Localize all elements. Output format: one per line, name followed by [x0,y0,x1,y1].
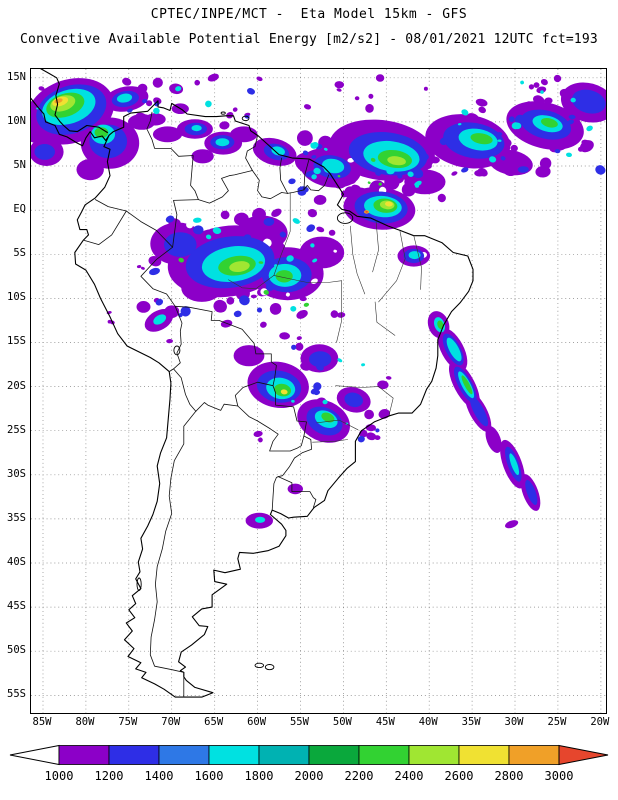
lon-tick-label: 65W [204,716,224,728]
lon-axis: 85W 80W 75W 70W 65W 60W 55W 50W 45W 40W 35W 30W 25W 2… [30,716,610,732]
colorbar-segment [508,745,560,765]
lat-axis: 15N 10N 5N EQ 5S 10S 15S 20S 25S 30S 35S 40S 45S 50S 5… [0,68,28,718]
lon-tick-label: 35W [461,716,481,728]
colorbar-tick-label: 3000 [544,769,574,783]
colorbar-tick-label: 2600 [444,769,474,783]
lat-tick-label: 50S [7,644,26,657]
colorbar-tick-label: 2000 [294,769,324,783]
lon-tick-label: 85W [32,716,52,728]
lon-tick-label: 45W [375,716,395,728]
lon-tick-label: 75W [118,716,138,728]
lat-tick-label: 40S [7,556,26,569]
colorbar-segment [458,745,510,765]
lat-tick-label: 5N [13,159,26,172]
colorbar-right-arrow [558,744,609,766]
colorbar-tick-label: 1800 [244,769,274,783]
colorbar-tick-label: 1400 [144,769,174,783]
lon-tick-label: 20W [590,716,610,728]
lat-tick-label: 5S [13,247,26,260]
lon-tick-label: 80W [75,716,95,728]
lat-tick-label: 35S [7,511,26,524]
lat-tick-label: 45S [7,600,26,613]
colorbar-tick-label: 1600 [194,769,224,783]
colorbar-scale [9,744,609,766]
colorbar-segment [408,745,460,765]
map-canvas [31,69,606,713]
colorbar-tick-label: 1000 [44,769,74,783]
lat-tick-label: 20S [7,379,26,392]
colorbar-left-arrow [9,744,60,766]
map-panel [30,68,607,714]
lon-tick-label: 25W [547,716,567,728]
colorbar-tick-label: 2200 [344,769,374,783]
colorbar-tick-label: 2800 [494,769,524,783]
model-title: CPTEC/INPE/MCT - Eta Model 15km - GFS [150,7,468,22]
lat-tick-label: 10N [7,114,26,127]
lon-tick-label: 50W [332,716,352,728]
colorbar-segment [258,745,310,765]
colorbar-segment [358,745,410,765]
lat-tick-label: 15N [7,70,26,83]
colorbar-segment [158,745,210,765]
colorbar-tick-label: 1200 [94,769,124,783]
lon-tick-label: 40W [418,716,438,728]
colorbar-segment [58,745,110,765]
lat-tick-label: 55S [7,688,26,701]
lon-tick-label: 55W [289,716,309,728]
lon-tick-label: 70W [161,716,181,728]
colorbar-segment [308,745,360,765]
lat-tick-label: 10S [7,291,26,304]
lat-tick-label: EQ [13,203,26,216]
lat-tick-label: 25S [7,423,26,436]
colorbar-tick-label: 2400 [394,769,424,783]
lon-tick-label: 30W [504,716,524,728]
colorbar: 1000 1200 1400 1600 1800 2000 2200 2400 2600 2800… [9,744,609,792]
lon-tick-label: 60W [247,716,267,728]
field-title: Convective Available Potential Energy [m… [20,32,598,47]
colorbar-segment [208,745,260,765]
lat-tick-label: 15S [7,335,26,348]
colorbar-segment [108,745,160,765]
lat-tick-label: 30S [7,467,26,480]
